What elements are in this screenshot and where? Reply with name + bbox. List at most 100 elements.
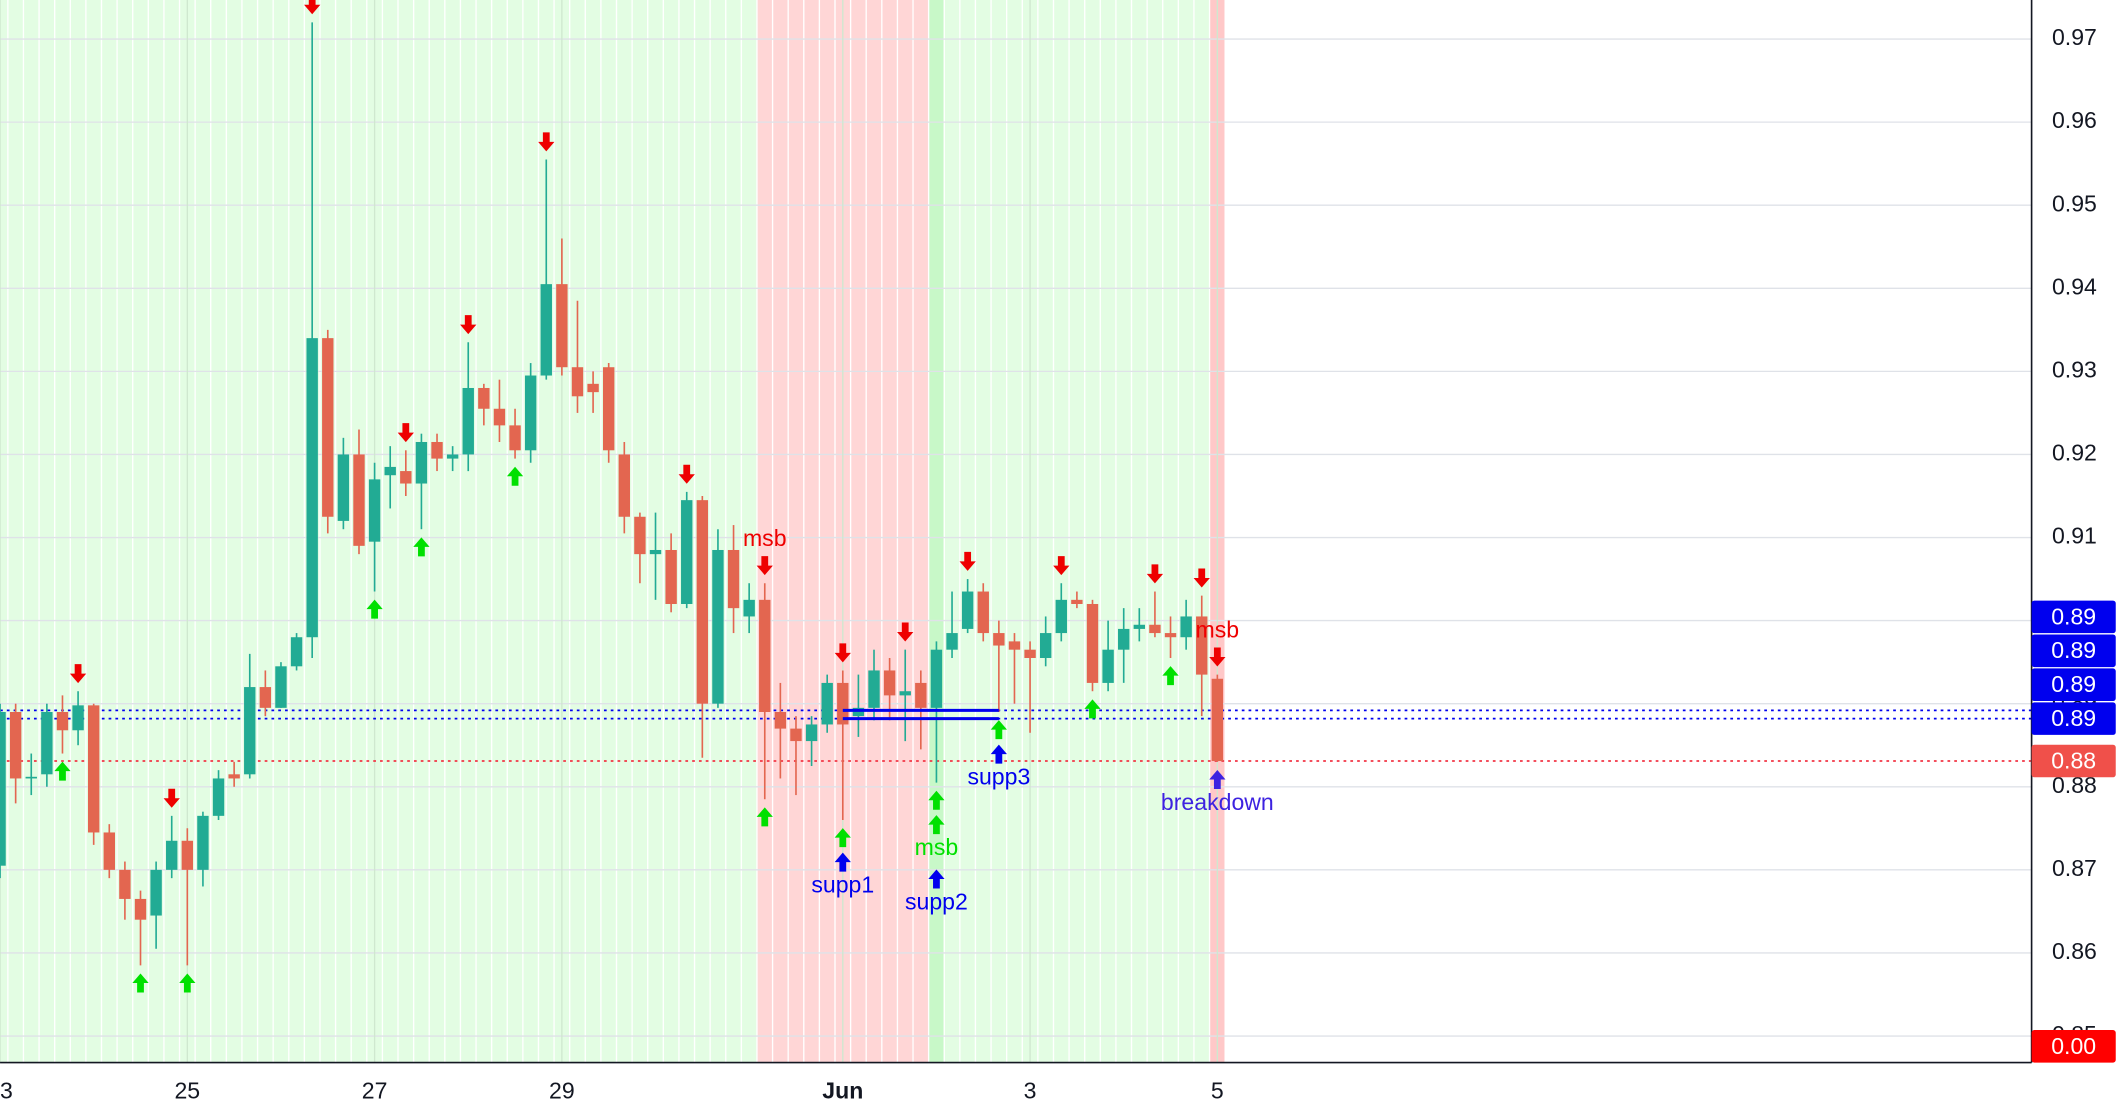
candle-body (493, 408, 506, 426)
bg-band (164, 0, 179, 1063)
price-tag (2031, 702, 2116, 735)
price-tag-label: 0.89 (2051, 671, 2096, 697)
candle-body (244, 687, 256, 775)
y-tick-label: 0.96 (2052, 107, 2097, 133)
down-arrow (959, 551, 976, 571)
bg-band (8, 0, 23, 1063)
candle-body (587, 383, 599, 393)
candle-body (337, 454, 350, 521)
candle-body (134, 898, 147, 920)
candle-body (1180, 616, 1192, 638)
bg-band (476, 0, 491, 1063)
candle-body (727, 549, 740, 609)
candle-body (743, 599, 755, 617)
x-tick-label: 29 (549, 1078, 575, 1104)
candle-body (993, 633, 1005, 646)
bg-band (1147, 0, 1163, 1063)
price-tag (2031, 1030, 2116, 1063)
price-tag-label: 0.89 (2051, 637, 2096, 663)
candle-body (1055, 599, 1067, 634)
candle-body (805, 724, 818, 742)
candle-body (602, 367, 615, 451)
price-tag-label: 0.00 (2051, 1033, 2096, 1059)
y-tick-label: 0.86 (2052, 938, 2097, 964)
candle-body (649, 549, 662, 555)
bg-band (1132, 0, 1147, 1063)
candle-body (1118, 628, 1130, 650)
bg-band (773, 0, 788, 1063)
bg-band (976, 0, 991, 1063)
candle-body (41, 711, 53, 775)
bg-band (539, 0, 554, 1063)
bg-band (788, 0, 804, 1063)
bg-band (820, 0, 835, 1063)
candle-body (150, 869, 162, 916)
down-arrow (304, 0, 321, 15)
candle-body (0, 711, 6, 866)
bg-band (570, 0, 585, 1063)
down-arrow (460, 315, 477, 335)
marker-text: breakdown (1161, 789, 1274, 815)
bg-band (898, 0, 913, 1063)
bg-band (258, 0, 273, 1063)
candle-body (524, 375, 537, 451)
price-tag (2031, 634, 2116, 668)
bg-band (882, 0, 897, 1063)
bg-band (1116, 0, 1131, 1063)
bg-band (70, 0, 86, 1063)
up-arrow (1209, 769, 1226, 789)
bg-band (960, 0, 975, 1063)
up-arrow (132, 973, 149, 993)
bg-band (39, 0, 54, 1063)
candle-body (540, 284, 552, 376)
x-tick-label: 3 (1024, 1078, 1037, 1104)
candle-body (821, 682, 833, 725)
bg-band (289, 0, 304, 1063)
bg-band (492, 0, 507, 1063)
down-arrow (1146, 564, 1164, 584)
candle-body (228, 774, 240, 779)
y-tick-label: 0.87 (2052, 855, 2097, 881)
down-arrow (538, 132, 555, 152)
candle-body (556, 284, 568, 368)
candle-body (275, 666, 287, 708)
bg-band (804, 0, 819, 1063)
bg-band (211, 0, 226, 1063)
up-arrow (1162, 666, 1179, 686)
x-tick-label: Jun (822, 1078, 863, 1104)
candle-body (1164, 633, 1177, 638)
down-arrow (397, 423, 414, 443)
marker-text: supp2 (905, 888, 968, 914)
candle-body (446, 454, 459, 459)
down-arrow (756, 556, 773, 576)
bg-band (273, 0, 289, 1063)
candle-body (212, 778, 225, 816)
up-arrow (928, 815, 945, 835)
bg-band (1054, 0, 1069, 1063)
candle-body (665, 549, 677, 604)
bg-band (1179, 0, 1194, 1063)
candle-body (353, 454, 365, 546)
candle-body (852, 707, 865, 717)
candle-body (915, 682, 927, 708)
candle-body (977, 591, 989, 634)
candle-body (961, 591, 974, 629)
marker-text: supp1 (811, 872, 874, 898)
candle-body (1008, 641, 1021, 650)
bg-band (383, 0, 398, 1063)
up-arrow (179, 973, 196, 993)
up-arrow (990, 744, 1008, 764)
candle-body (25, 776, 37, 779)
up-arrow (413, 537, 430, 557)
x-tick-label: 23 (0, 1078, 13, 1104)
candle-body (712, 549, 724, 704)
up-arrow (990, 720, 1008, 740)
bg-band (398, 0, 413, 1063)
bg-band (461, 0, 476, 1063)
bg-band (1194, 0, 1209, 1063)
candle-body (322, 338, 334, 517)
up-arrow (928, 869, 945, 889)
bg-band (1100, 0, 1116, 1063)
down-arrow (163, 788, 180, 808)
